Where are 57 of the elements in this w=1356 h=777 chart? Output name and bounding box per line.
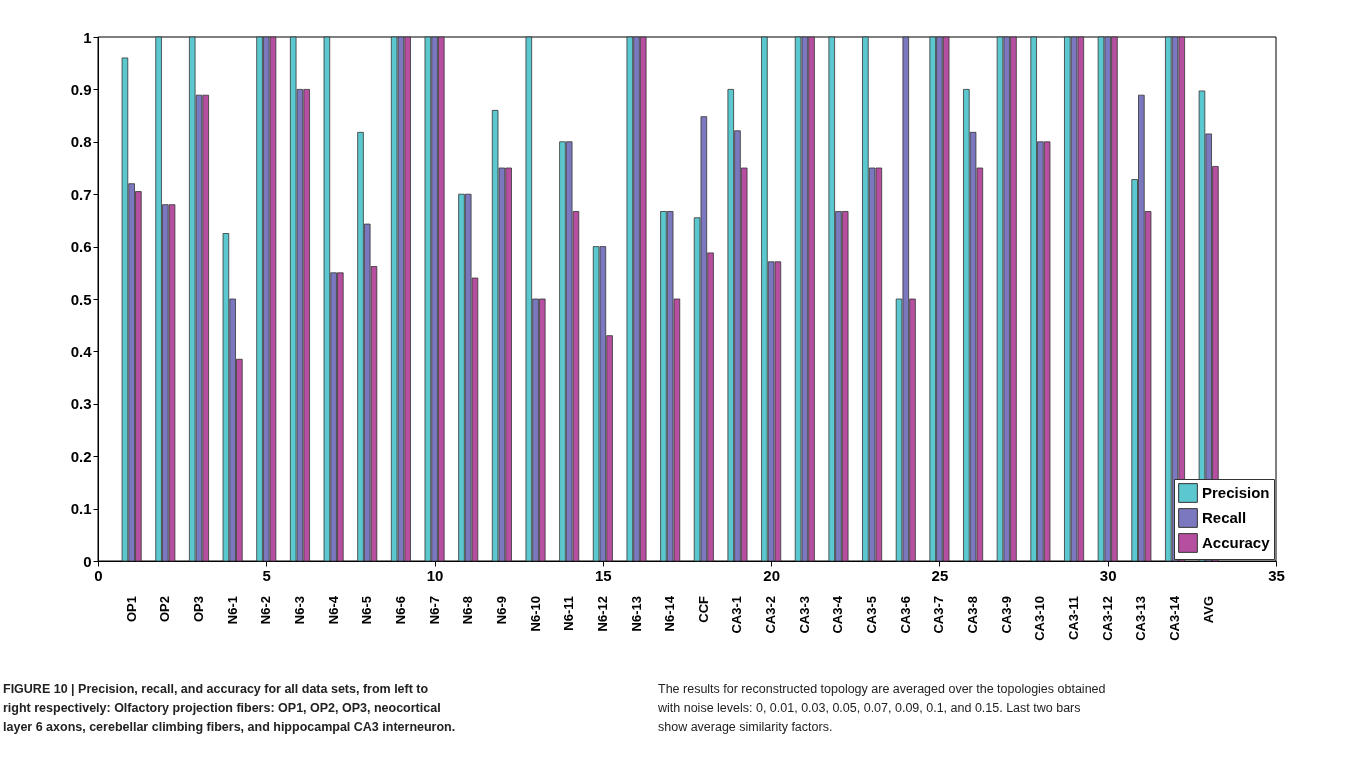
text: CA3-13 [1133,596,1149,641]
x-tick-label: 35 [1268,566,1285,584]
text: The results for reconstructed topology are averaged over the topologies obtained with noise levels: 0, 0.01, 0.03, 0.05, 0.07, 0.09, 0.1, and 0.15. Last two bars show average similarity factors. [657,682,1106,734]
text: N6-9 [493,596,509,625]
x-tick-label: 20 [763,566,780,584]
text: N6-12 [594,596,610,632]
text: CA3-1 [729,596,745,634]
y-tick-label: 0.7 [70,185,92,203]
x-tick-label: 0 [94,566,103,584]
text: N6-14 [662,595,678,632]
text: CA3-4 [830,595,846,634]
text: AVG [1200,596,1216,624]
text: N6-1 [224,596,240,625]
y-tick-label: 0.4 [70,342,93,360]
y-tick-label: 0.6 [70,238,92,256]
text: N6-5 [359,596,375,625]
text: CA3-8 [965,596,981,634]
y-tick-label: 0.3 [70,395,92,413]
text: N6-11 [561,596,577,631]
text: N6-6 [392,596,408,625]
text: OP3 [190,596,206,623]
text: CA3-9 [998,596,1014,634]
y-tick-label: 0.5 [70,290,92,308]
text: CCF [695,595,711,623]
y-tick-label: 0.2 [70,447,92,465]
y-tick-label: 1 [83,28,92,46]
text: CA3-6 [897,596,913,634]
y-tick-label: 0 [83,552,92,570]
y-tick-label: 0.1 [70,500,92,518]
x-tick-label: 15 [595,566,612,584]
text: CA3-12 [1099,596,1115,641]
text: CA3-11 [1066,596,1082,641]
text: N6-4 [325,595,341,625]
text: N6-3 [291,596,307,625]
text: N6-2 [258,596,274,625]
legend-label: Accuracy [1202,534,1271,551]
text: FIGURE 10 | Precision, recall, and accuracy for all data sets, from left to right respectively: Olfactory projection fibers: OP1, OP2, OP3, neocortical layer 6 axons, cerebellar climbing fibers, and hippocampal CA3 interneuron. [3,682,456,734]
text: CA3-7 [931,596,947,634]
text: N6-10 [527,596,543,632]
x-tick-label: 30 [1099,566,1117,584]
x-tick-label: 10 [426,566,444,584]
text: N6-7 [426,596,442,625]
text: N6-8 [460,596,476,625]
text: N6-13 [628,596,644,632]
y-tick-label: 0.8 [70,133,92,151]
text: CA3-5 [864,596,880,634]
x-tick-label: 25 [931,566,949,584]
text: OP1 [123,596,139,623]
legend-label: Recall [1202,509,1247,526]
text: CA3-3 [796,596,812,634]
text: OP2 [157,596,173,623]
legend-label: Precision [1202,484,1270,501]
text: CA3-14 [1167,595,1183,641]
x-tick-label: 5 [262,566,271,584]
text: CA3-2 [763,596,779,634]
text: CA3-10 [1032,596,1048,641]
y-tick-label: 0.9 [70,80,92,98]
